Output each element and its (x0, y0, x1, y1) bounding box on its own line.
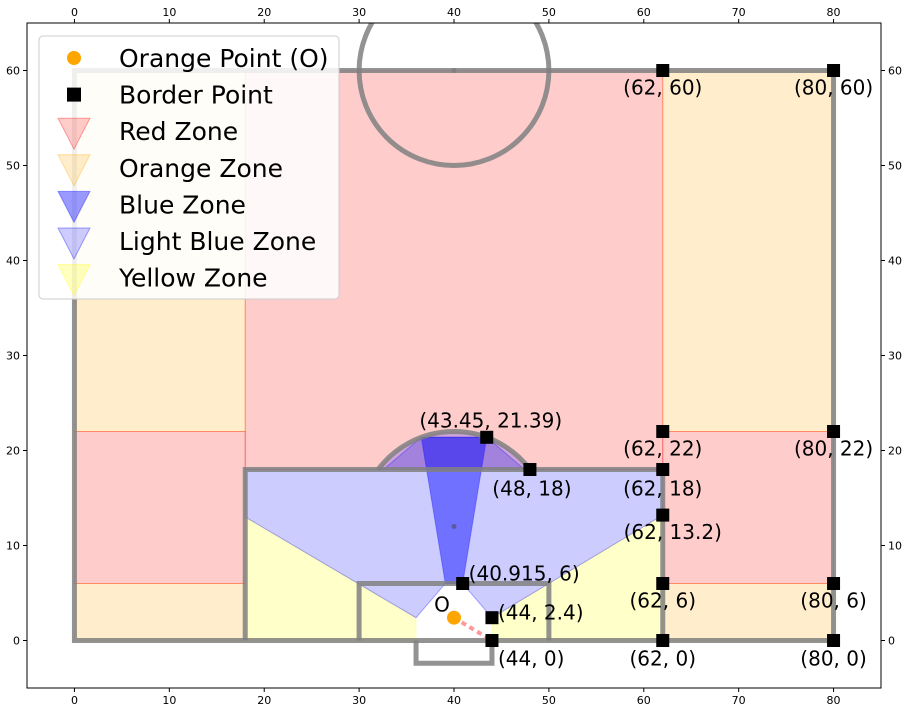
border-point-label-1: (62, 60) (623, 76, 702, 100)
legend-marker-2 (67, 87, 81, 102)
x-tick-label-bottom: 10 (162, 694, 176, 707)
border-point-label-11: (80, 6) (800, 589, 867, 613)
x-tick-label-top: 20 (257, 6, 271, 19)
x-tick-label-top: 70 (732, 6, 746, 19)
border-point-11 (827, 577, 841, 590)
y-tick-label-left: 40 (6, 255, 20, 268)
border-point-label-9: (40.915, 6) (469, 562, 580, 586)
legend: Orange Point (O) Border Point Red Zone Oran… (38, 35, 340, 300)
legend-box (38, 35, 340, 300)
border-point-9 (456, 577, 470, 590)
markers-layer (447, 64, 841, 647)
orange-point (447, 610, 461, 625)
x-tick-label-top: 30 (352, 6, 366, 19)
y-tick-label-right: 40 (888, 255, 902, 268)
x-tick-label-bottom: 0 (71, 694, 78, 707)
plot-area (71, 23, 841, 666)
border-point-label-5: (80, 22) (794, 437, 873, 461)
border-point-6 (523, 463, 537, 476)
y-tick-label-right: 60 (888, 65, 902, 78)
legend-marker-1 (67, 51, 81, 65)
penalty-spot (451, 524, 457, 529)
x-tick-label-bottom: 50 (542, 694, 556, 707)
border-point-label-13: (44, 0) (498, 647, 565, 671)
penalty-arc (376, 429, 532, 472)
x-tick-label-bottom: 70 (732, 694, 746, 707)
legend-label-7: Yellow Zone (118, 264, 268, 293)
border-point-label-4: (62, 22) (623, 437, 702, 461)
y-tick-label-right: 10 (888, 540, 902, 553)
y-tick-label-right: 50 (888, 160, 902, 173)
x-tick-label-top: 0 (71, 6, 78, 19)
y-tick-label-right: 20 (888, 445, 902, 458)
y-tick-label-left: 30 (6, 350, 20, 363)
y-tick-label-left: 20 (6, 445, 20, 458)
y-tick-label-right: 0 (888, 635, 895, 648)
goal (413, 640, 495, 666)
x-tick-label-bottom: 20 (257, 694, 271, 707)
legend-marker-4 (57, 154, 91, 187)
blue-zone-overlay (421, 437, 487, 584)
center-spot (451, 68, 457, 73)
y-tick-label-left: 60 (6, 65, 20, 78)
legend-marker-6 (57, 227, 91, 261)
border-point-12 (485, 611, 499, 625)
border-point-label-3: (43.45, 21.39) (419, 408, 562, 432)
border-point-label-8: (62, 13.2) (624, 520, 722, 544)
point-labels: (62, 60) (80, 60) (43.45, 21.39) (62, 22) (8… (419, 76, 873, 671)
border-point-7 (656, 463, 670, 476)
legend-marker-3 (57, 117, 91, 151)
red-zone-3 (73, 431, 246, 584)
y-tick-label-right: 30 (888, 350, 902, 363)
y-tick-label-left: 10 (6, 540, 20, 553)
legend-label-3: Red Zone (119, 117, 238, 146)
x-tick-label-bottom: 60 (637, 694, 651, 707)
x-tick-label-bottom: 30 (352, 694, 366, 707)
legend-marker-7 (57, 264, 91, 297)
penalty-box (242, 467, 666, 641)
border-point-label-10: (62, 6) (630, 589, 697, 613)
y-tick-label-left: 50 (6, 160, 20, 173)
axes-ticks: 0 0 10 10 20 20 30 30 40 40 50 50 60 60 70 70 80 80 0 0 10 10… (6, 6, 902, 707)
x-tick-label-top: 50 (542, 6, 556, 19)
border-point-label-7: (62, 18) (623, 477, 702, 501)
center-circle (356, 23, 552, 168)
border-point-10 (656, 577, 670, 590)
border-point-1 (656, 64, 670, 77)
y-tick-label-left: 0 (13, 635, 20, 648)
border-point-14 (656, 634, 670, 647)
border-point-label-2: (80, 60) (794, 76, 873, 100)
border-point-2 (827, 64, 841, 77)
legend-label-4: Orange Zone (119, 154, 283, 183)
x-tick-label-bottom: 80 (827, 694, 841, 707)
border-point-8 (656, 508, 670, 522)
border-point-15 (827, 634, 841, 647)
x-tick-label-top: 40 (447, 6, 461, 19)
border-point-3 (480, 430, 494, 444)
border-point-4 (656, 425, 670, 438)
legend-marker-5 (57, 190, 91, 224)
border-point-13 (485, 634, 499, 647)
six-yard-box (356, 581, 552, 641)
orange-zone-3 (73, 583, 246, 641)
legend-label-6: Light Blue Zone (119, 227, 316, 256)
x-tick-label-bottom: 40 (447, 694, 461, 707)
border-point-label-6: (48, 18) (492, 477, 571, 501)
orange-point-label: O (434, 593, 450, 617)
legend-label-2: Border Point (119, 81, 273, 110)
border-point-label-12: (44, 2.4) (498, 601, 584, 625)
x-tick-label-top: 10 (162, 6, 176, 19)
orange-zone-2 (662, 70, 835, 432)
x-tick-label-top: 60 (637, 6, 651, 19)
x-tick-label-top: 80 (827, 6, 841, 19)
border-point-label-14: (62, 0) (630, 647, 697, 671)
border-point-5 (827, 425, 841, 438)
legend-label-1: Orange Point (O) (119, 44, 329, 73)
border-point-label-15: (80, 0) (800, 647, 867, 671)
legend-label-5: Blue Zone (119, 190, 246, 219)
